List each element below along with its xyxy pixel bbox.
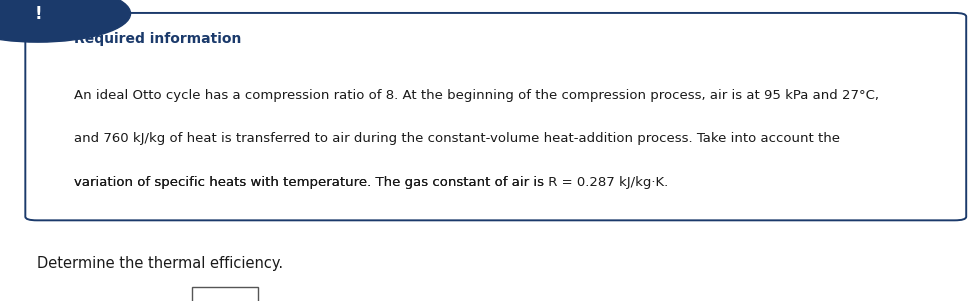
FancyBboxPatch shape	[192, 287, 258, 301]
Text: !: !	[34, 5, 42, 23]
Text: variation of specific heats with temperature. The gas constant of air is R = 0.2: variation of specific heats with tempera…	[74, 176, 668, 189]
FancyBboxPatch shape	[25, 13, 966, 220]
Text: and 760 kJ/kg of heat is transferred to air during the constant-volume heat-addi: and 760 kJ/kg of heat is transferred to …	[74, 132, 840, 145]
Text: variation of specific heats with temperature. The gas constant of air is: variation of specific heats with tempera…	[74, 176, 548, 189]
Text: Determine the thermal efficiency.: Determine the thermal efficiency.	[37, 256, 283, 271]
Circle shape	[0, 0, 131, 42]
Text: An ideal Otto cycle has a compression ratio of 8. At the beginning of the compre: An ideal Otto cycle has a compression ra…	[74, 89, 879, 102]
Text: Required information: Required information	[74, 32, 242, 46]
